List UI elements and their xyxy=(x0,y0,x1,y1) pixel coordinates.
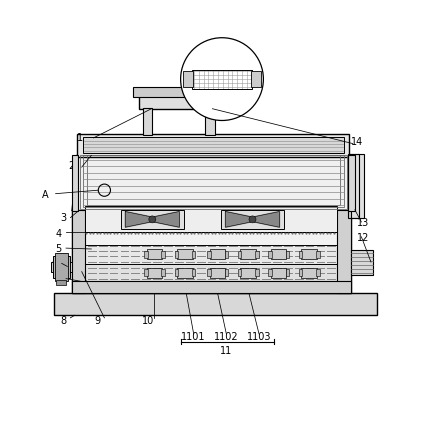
Bar xyxy=(268,270,272,277)
Bar xyxy=(349,154,364,218)
Text: 13: 13 xyxy=(357,218,370,228)
Bar xyxy=(316,270,320,277)
Bar xyxy=(350,250,373,275)
Text: 10: 10 xyxy=(142,316,154,326)
Bar xyxy=(177,268,193,278)
Bar xyxy=(72,155,78,211)
Bar xyxy=(240,268,256,278)
Polygon shape xyxy=(154,212,179,227)
Bar xyxy=(143,108,152,135)
Bar xyxy=(147,268,163,278)
Bar xyxy=(192,270,195,277)
Bar xyxy=(225,270,228,277)
Polygon shape xyxy=(125,212,151,227)
Bar xyxy=(183,71,193,87)
Bar xyxy=(206,108,215,135)
Bar xyxy=(337,210,350,293)
Bar xyxy=(76,155,350,211)
Bar xyxy=(77,134,349,156)
Bar xyxy=(349,155,355,211)
Bar xyxy=(349,154,359,218)
Bar xyxy=(192,251,195,258)
Bar xyxy=(271,249,286,260)
Bar xyxy=(83,138,344,153)
Bar xyxy=(55,253,68,281)
Bar xyxy=(162,270,165,277)
Bar xyxy=(271,268,286,278)
Bar xyxy=(162,251,165,258)
Text: 5: 5 xyxy=(56,244,62,254)
Bar xyxy=(72,281,350,293)
Circle shape xyxy=(149,216,156,223)
Bar xyxy=(210,268,226,278)
Text: 8: 8 xyxy=(60,316,66,326)
Bar xyxy=(87,155,340,205)
Bar xyxy=(238,251,241,258)
Bar xyxy=(144,270,147,277)
Bar xyxy=(72,210,350,293)
Bar xyxy=(51,262,72,272)
Bar xyxy=(301,268,317,278)
Bar xyxy=(56,281,66,285)
Text: 12: 12 xyxy=(357,233,370,243)
Bar xyxy=(86,245,337,264)
Text: A: A xyxy=(42,190,49,200)
Bar xyxy=(147,249,163,260)
Polygon shape xyxy=(226,212,251,227)
Bar xyxy=(83,155,344,207)
Bar xyxy=(285,270,289,277)
Bar xyxy=(238,270,241,277)
Text: 1101: 1101 xyxy=(182,332,206,342)
Circle shape xyxy=(181,38,263,121)
Bar xyxy=(121,210,184,229)
Bar xyxy=(255,270,258,277)
Text: 11: 11 xyxy=(220,347,233,356)
Bar xyxy=(268,251,272,258)
Bar xyxy=(54,292,377,315)
Text: 1: 1 xyxy=(77,133,83,143)
Bar xyxy=(225,251,228,258)
Text: 2: 2 xyxy=(68,161,75,171)
Text: 1103: 1103 xyxy=(247,332,271,342)
Bar xyxy=(301,249,317,260)
Bar xyxy=(210,249,226,260)
Bar xyxy=(240,249,256,260)
Bar xyxy=(299,270,302,277)
Bar xyxy=(207,270,210,277)
Text: 3: 3 xyxy=(60,214,66,223)
Bar xyxy=(53,257,71,278)
Bar xyxy=(85,206,337,232)
Bar xyxy=(144,251,147,258)
Text: 4: 4 xyxy=(56,229,62,239)
Bar xyxy=(79,155,347,209)
Bar xyxy=(174,251,178,258)
Bar xyxy=(207,251,210,258)
Bar xyxy=(174,270,178,277)
Circle shape xyxy=(249,216,256,223)
Bar xyxy=(221,210,284,229)
Bar xyxy=(177,249,193,260)
Bar xyxy=(133,87,226,97)
Bar xyxy=(192,69,252,89)
Bar xyxy=(139,95,220,109)
Text: 7: 7 xyxy=(56,274,62,284)
Bar xyxy=(316,251,320,258)
Bar xyxy=(86,264,337,281)
Bar xyxy=(251,71,261,87)
Bar xyxy=(285,251,289,258)
Text: 1102: 1102 xyxy=(214,332,239,342)
Polygon shape xyxy=(254,212,280,227)
Text: 14: 14 xyxy=(351,137,363,147)
Bar xyxy=(255,251,258,258)
Bar xyxy=(72,210,85,293)
Text: 6: 6 xyxy=(51,259,57,269)
Text: 9: 9 xyxy=(95,316,101,326)
Bar xyxy=(299,251,302,258)
